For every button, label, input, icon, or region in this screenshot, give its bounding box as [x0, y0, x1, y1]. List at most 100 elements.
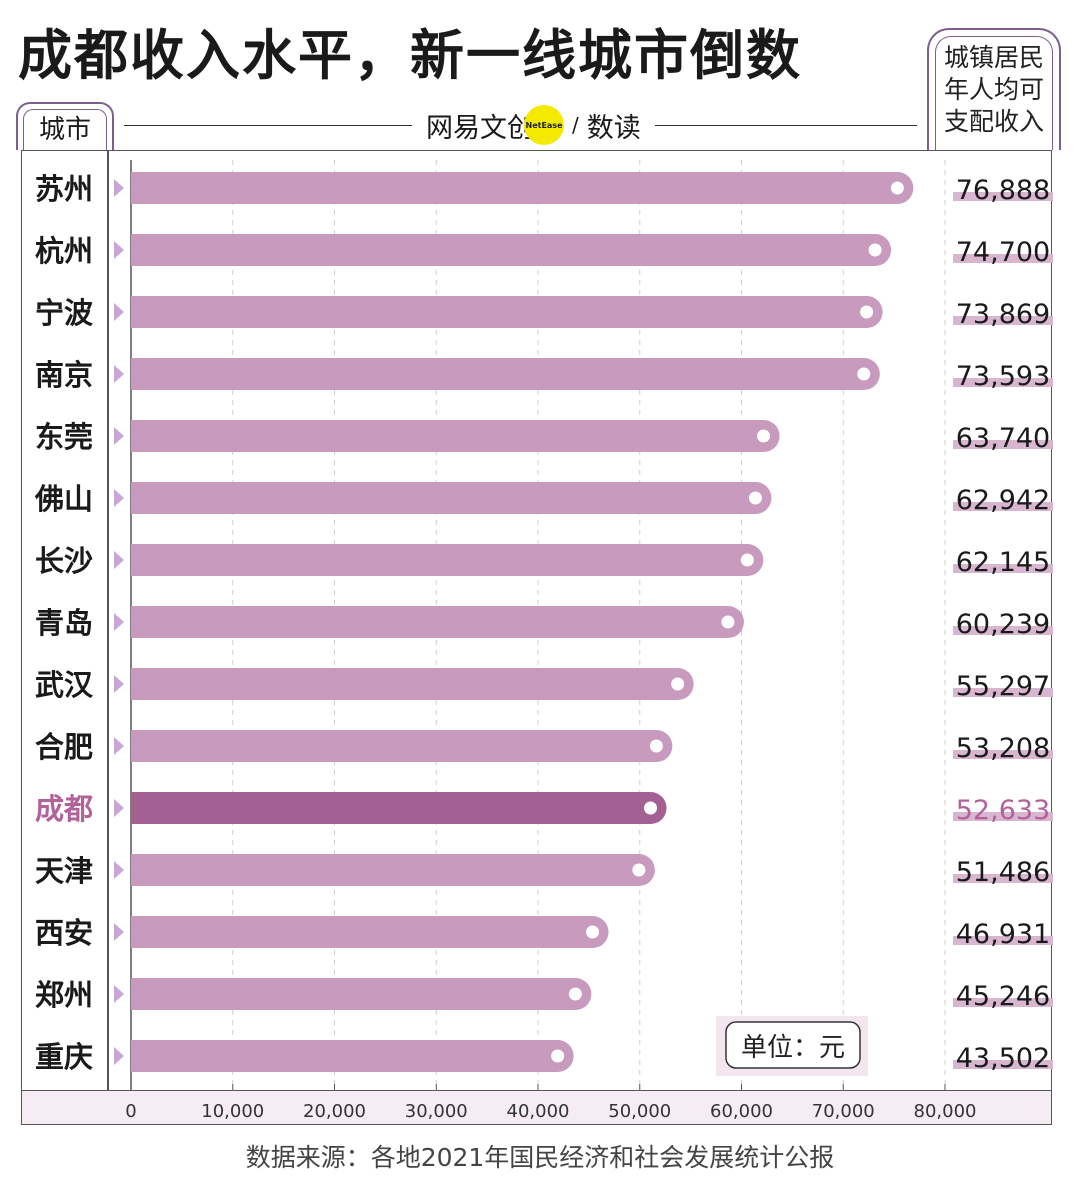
category-label: 重庆 [35, 1040, 93, 1074]
row-arrow-icon [114, 365, 124, 383]
x-tick-label: 0 [125, 1101, 136, 1122]
bar [131, 296, 883, 328]
category-label: 南京 [35, 358, 93, 392]
value-label: 76,888 [956, 175, 1050, 206]
value-label: 62,145 [956, 547, 1050, 578]
category-label: 佛山 [34, 482, 93, 516]
row-arrow-icon [114, 861, 124, 879]
value-header-line-3: 支配收入 [943, 107, 1044, 136]
category-label: 青岛 [35, 606, 93, 640]
bar [131, 978, 592, 1010]
value-underline [953, 192, 1053, 201]
bar [131, 234, 892, 266]
category-label: 成都 [35, 792, 93, 826]
bar-end-dot [644, 801, 658, 815]
value-underline [953, 998, 1053, 1007]
bar [131, 1040, 574, 1072]
labels: 苏州 76,888 杭州 74,700 宁波 73,869 南京 73,593 东莞 63,740… [34, 172, 1053, 1074]
bar-end-dot [748, 491, 762, 505]
bar-end-dot [671, 677, 685, 691]
bar [131, 854, 655, 886]
value-underline [953, 502, 1053, 511]
category-label: 杭州 [35, 234, 93, 268]
bar-end-dot [740, 553, 754, 567]
bar-end-dot [868, 243, 882, 257]
bar [131, 916, 609, 948]
category-label: 天津 [35, 854, 93, 888]
row-arrow-icon [114, 179, 124, 197]
bar-end-dot [632, 863, 646, 877]
brand-yellow-dot-icon: NetEase [524, 105, 564, 145]
bar [131, 606, 744, 638]
row-arrow-icon [114, 241, 124, 259]
x-axis-band [21, 1091, 1052, 1125]
source-note: 数据来源：各地2021年国民经济和社会发展统计公报 [245, 1143, 835, 1172]
row-arrow-icon [114, 489, 124, 507]
bar [131, 792, 667, 824]
x-tick-label: 20,000 [303, 1101, 366, 1122]
city-column-header-label: 城市 [38, 114, 91, 145]
bar-end-dot [890, 181, 904, 195]
row-arrow-icon [114, 799, 124, 817]
x-tick-label: 50,000 [608, 1101, 671, 1122]
value-label: 46,931 [956, 919, 1050, 950]
bar [131, 420, 780, 452]
value-label: 74,700 [956, 237, 1050, 268]
value-column-header: 城镇居民 年人均可 支配收入 [927, 28, 1061, 150]
x-tick-label: 10,000 [201, 1101, 264, 1122]
value-header-line-2: 年人均可 [943, 75, 1044, 104]
bar [131, 668, 694, 700]
value-underline [953, 626, 1053, 635]
bar-end-dot [721, 615, 735, 629]
value-label: 51,486 [956, 857, 1050, 888]
bar-end-dot [649, 739, 663, 753]
value-underline [953, 812, 1053, 821]
x-tick-label: 70,000 [812, 1101, 875, 1122]
city-column-divider [107, 150, 109, 1091]
value-underline [953, 440, 1053, 449]
row-arrow-icon [114, 303, 124, 321]
value-label: 73,869 [956, 299, 1050, 330]
bar [131, 172, 914, 204]
value-underline [953, 1060, 1053, 1069]
x-tick-label: 40,000 [507, 1101, 570, 1122]
value-underline [953, 688, 1053, 697]
chart-panel [21, 150, 1052, 1091]
x-tick-label: 30,000 [405, 1101, 468, 1122]
category-label: 宁波 [35, 296, 94, 330]
brand-logo: 网易文创 NetEase / 数读 [412, 102, 655, 148]
bar-end-dot [857, 367, 871, 381]
value-underline [953, 874, 1053, 883]
bar-end-dot [757, 429, 771, 443]
unit-label: 单位：元 [741, 1033, 845, 1063]
category-label: 苏州 [35, 172, 93, 206]
value-header-line-1: 城镇居民 [943, 43, 1044, 72]
bar-end-dot [551, 1049, 565, 1063]
category-label: 郑州 [35, 978, 93, 1012]
value-underline [953, 254, 1053, 263]
bar [131, 482, 772, 514]
category-label: 东莞 [35, 420, 93, 454]
value-underline [953, 750, 1053, 759]
value-underline [953, 316, 1053, 325]
row-arrow-icon [114, 613, 124, 631]
value-underline [953, 564, 1053, 573]
row-arrow-icon [114, 985, 124, 1003]
value-label: 45,246 [956, 981, 1050, 1012]
category-label: 西安 [35, 916, 93, 950]
category-label: 长沙 [35, 544, 93, 578]
row-arrow-icon [114, 675, 124, 693]
bar [131, 730, 673, 762]
brand-slash: / [572, 113, 579, 137]
value-label: 63,740 [956, 423, 1050, 454]
bar-end-dot [860, 305, 874, 319]
value-label: 55,297 [956, 671, 1050, 702]
x-tick-label: 60,000 [710, 1101, 773, 1122]
bar-end-dot [586, 925, 600, 939]
city-column-header: 城市 [16, 102, 114, 150]
value-label: 60,239 [956, 609, 1050, 640]
bar [131, 544, 764, 576]
row-arrow-icon [114, 1047, 124, 1065]
category-label: 合肥 [35, 730, 93, 764]
